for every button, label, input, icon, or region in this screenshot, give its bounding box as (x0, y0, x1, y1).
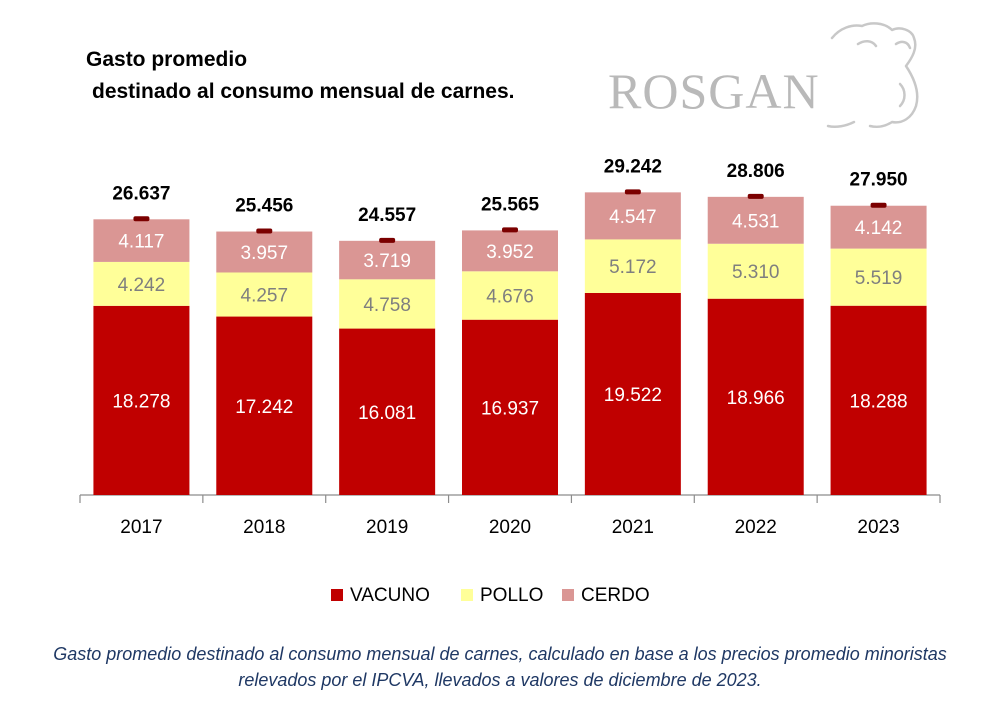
data-label-pollo: 5.172 (609, 257, 657, 278)
caption-line-1: Gasto promedio destinado al consumo mens… (0, 641, 1000, 667)
total-label: 29.242 (604, 156, 662, 177)
total-marker (256, 229, 272, 234)
data-label-cerdo: 4.531 (732, 211, 780, 232)
data-label-vacuno: 16.081 (358, 403, 416, 424)
chart-caption: Gasto promedio destinado al consumo mens… (0, 641, 1000, 693)
data-label-cerdo: 3.952 (486, 242, 534, 263)
data-label-vacuno: 18.966 (727, 388, 785, 409)
caption-line-2: relevados por el IPCVA, llevados a valor… (0, 667, 1000, 693)
total-marker (871, 203, 887, 208)
legend-label: POLLO (480, 585, 543, 606)
legend-swatch (331, 589, 343, 601)
x-tick-label: 2019 (366, 517, 408, 538)
data-label-cerdo: 4.547 (609, 207, 657, 228)
data-label-cerdo: 4.117 (118, 232, 164, 253)
data-label-vacuno: 17.242 (235, 397, 293, 418)
total-label: 24.557 (358, 205, 416, 226)
total-marker (625, 189, 641, 194)
legend-label: VACUNO (350, 585, 430, 606)
data-label-pollo: 5.519 (855, 268, 903, 289)
legend-swatch (562, 589, 574, 601)
data-label-vacuno: 19.522 (604, 385, 662, 406)
total-marker (133, 216, 149, 221)
chart-legend: VACUNO POLLO CERDO (331, 585, 650, 606)
legend-label: CERDO (581, 585, 650, 606)
total-label: 28.806 (727, 161, 785, 182)
data-label-cerdo: 4.142 (855, 218, 903, 239)
plot-area: 18.278 4.242 4.117 26.637 2017 17.242 4.257 3.9… (80, 156, 940, 538)
legend-item-pollo: POLLO (461, 585, 543, 606)
data-label-pollo: 4.242 (118, 275, 166, 296)
data-label-pollo: 4.676 (486, 287, 534, 308)
x-tick-label: 2020 (489, 517, 531, 538)
total-marker (502, 227, 518, 232)
legend-item-vacuno: VACUNO (331, 585, 430, 606)
x-tick-label: 2018 (243, 517, 285, 538)
data-label-vacuno: 18.278 (112, 391, 170, 412)
total-label: 25.565 (481, 194, 540, 215)
x-tick-label: 2021 (612, 517, 654, 538)
total-label: 25.456 (235, 196, 293, 217)
x-tick-label: 2022 (735, 517, 777, 538)
x-tick-label: 2023 (857, 517, 899, 538)
data-label-pollo: 4.758 (363, 295, 411, 316)
total-label: 26.637 (112, 183, 170, 204)
legend-swatch (461, 589, 473, 601)
data-label-cerdo: 3.957 (241, 243, 289, 264)
stacked-bar-chart: 18.278 4.242 4.117 26.637 2017 17.242 4.257 3.9… (0, 0, 1000, 707)
total-marker (379, 238, 395, 243)
data-label-pollo: 5.310 (732, 262, 780, 283)
x-tick-label: 2017 (120, 517, 162, 538)
data-label-cerdo: 3.719 (363, 251, 411, 272)
data-label-vacuno: 16.937 (481, 398, 539, 419)
data-label-vacuno: 18.288 (850, 391, 908, 412)
data-label-pollo: 4.257 (241, 286, 289, 307)
legend-item-cerdo: CERDO (562, 585, 650, 606)
total-label: 27.950 (850, 170, 908, 191)
total-marker (748, 194, 764, 199)
